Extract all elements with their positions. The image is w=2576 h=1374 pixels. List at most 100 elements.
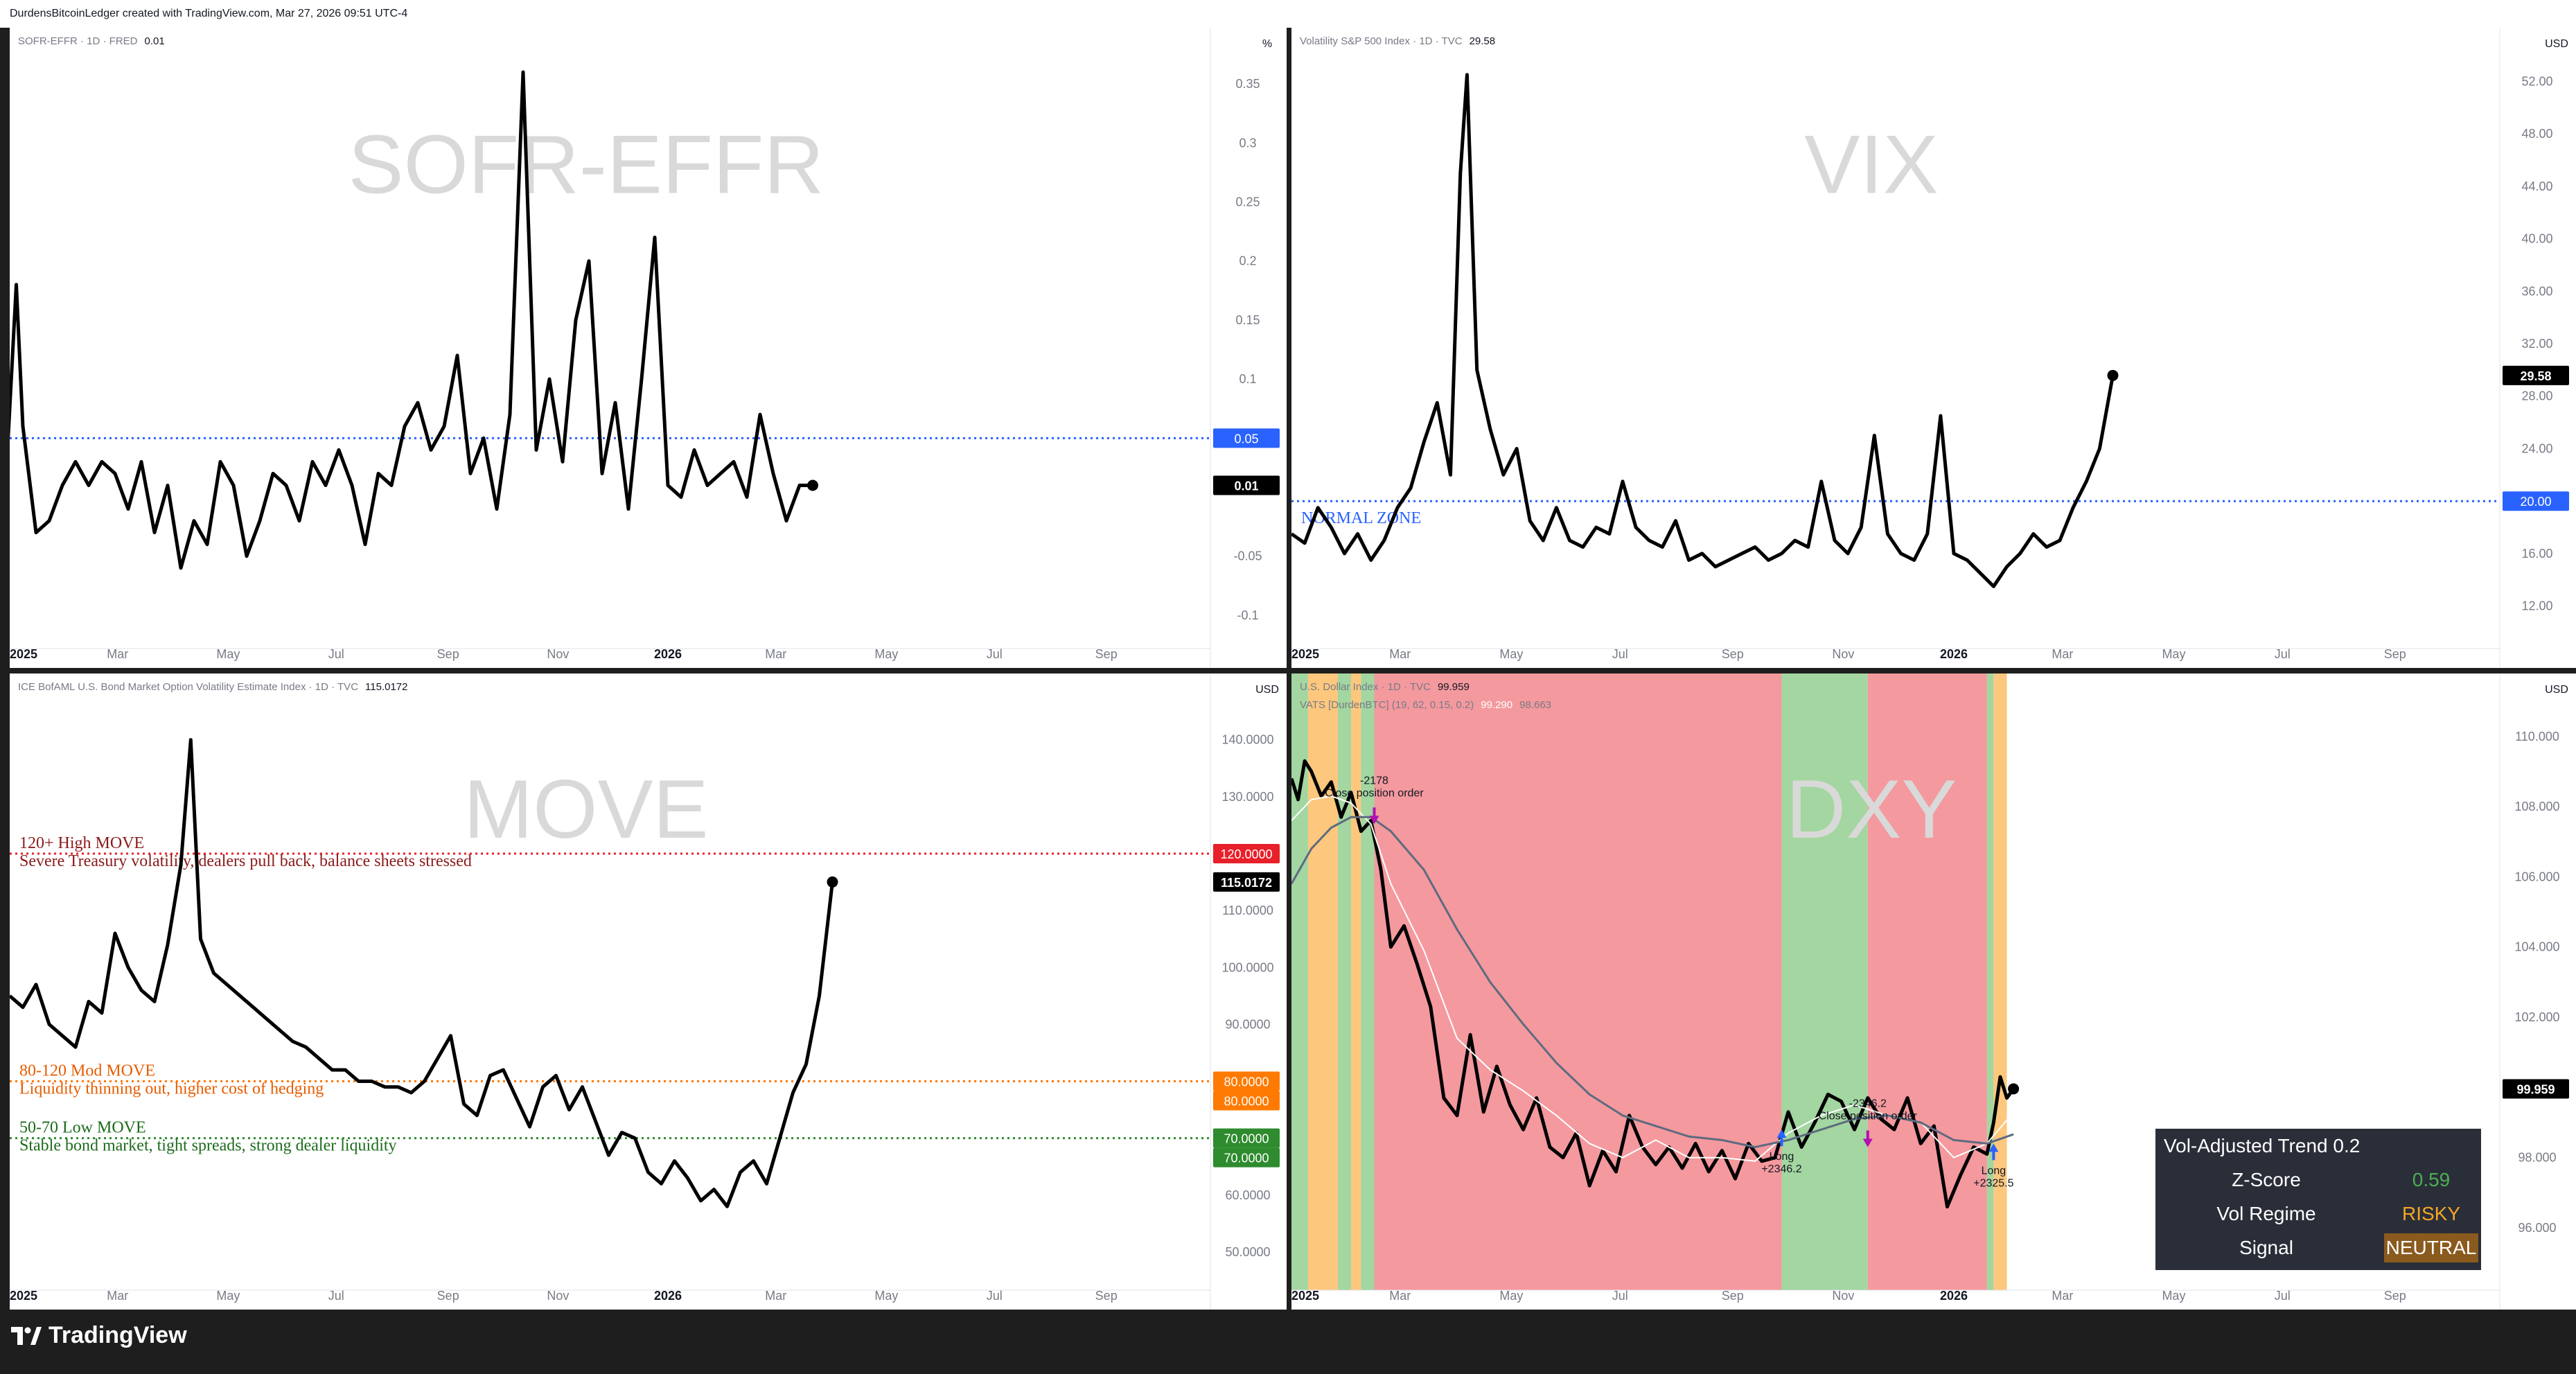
marker-amount: -2346.2 [1849, 1098, 1887, 1109]
price-series-line [10, 738, 834, 1208]
top-attribution-bar: DurdensBitcoinLedger created with Tradin… [0, 0, 2576, 28]
legend-value: 99.959 [1438, 681, 1470, 693]
level-price-tag-dup [1213, 1147, 1280, 1168]
marker-label: Close position order [1325, 787, 1424, 799]
y-tick-label: 24.00 [2521, 441, 2552, 455]
x-tick-label: Sep [1722, 1289, 1744, 1303]
x-tick-label: Sep [1722, 647, 1744, 661]
time-axis: 2025 Mar May Jul Sep Nov 2026 Mar May Jul Sep [1291, 1289, 2500, 1303]
table-row-value: NEUTRAL [2386, 1237, 2477, 1258]
y-tick-label: 102.000 [2514, 1010, 2559, 1024]
y-tick-label: 16.00 [2521, 547, 2552, 561]
sofr-effr-chart-pane[interactable]: SOFR-EFFR SOFR-EFFR · 1D · FRED 0.01% 0.35 0… [10, 28, 1287, 668]
regime-zone-green [1291, 673, 1308, 1290]
regime-zone-red [1374, 673, 1782, 1290]
marker-label: Long [1770, 1151, 1794, 1163]
regime-zone-green [1781, 673, 1868, 1290]
symbol-watermark: MOVE [464, 763, 708, 856]
symbol-watermark: DXY [1786, 763, 1957, 856]
table-row-value: 0.59 [2412, 1169, 2451, 1190]
x-tick-label: 2026 [654, 647, 682, 661]
x-tick-label: Mar [1389, 1289, 1411, 1303]
x-tick-label: Mar [765, 647, 786, 661]
regime-zone-orange [1993, 673, 2007, 1290]
x-tick-label: May [216, 1289, 240, 1303]
y-tick-label: -0.1 [1237, 608, 1258, 622]
chart-legend: Volatility S&P 500 Index · 1D · TVC 29.58 [1300, 35, 1495, 47]
level-price-label: 20.00 [2520, 495, 2551, 509]
legend-title: ICE BofAML U.S. Bond Market Option Volat… [18, 681, 358, 693]
level-price-tag [1213, 1071, 1280, 1091]
y-tick-label: 106.000 [2514, 870, 2559, 883]
x-tick-label: May [1499, 1289, 1523, 1303]
y-tick-label: 110.000 [2515, 730, 2559, 743]
legend-value: 29.58 [1470, 35, 1496, 47]
x-tick-label: Nov [1832, 647, 1854, 661]
level-description: Severe Treasury volatility, dealers pull… [19, 852, 472, 870]
x-tick-label: Mar [107, 1289, 128, 1303]
tradingview-logo[interactable]: TradingView [11, 1322, 187, 1349]
move-chart-svg[interactable]: MOVE ICE BofAML U.S. Bond Market Option V… [10, 673, 1287, 1310]
x-tick-label: 2025 [10, 1289, 37, 1303]
symbol-watermark: VIX [1804, 118, 1938, 211]
y-tick-label: 0.15 [1235, 313, 1260, 327]
table-row-label: Z-Score [2232, 1169, 2301, 1190]
price-axis: USD 110.000 108.000 106.000 104.000 102.000 98… [2499, 673, 2568, 1310]
legend-title: SOFR-EFFR · 1D · FRED [18, 35, 138, 47]
level-price-label: 0.05 [1234, 432, 1258, 446]
regime-zone-green [1986, 673, 1994, 1290]
level-price-tag-dup [1213, 1091, 1280, 1111]
level-line-0: 0.05 [10, 428, 1280, 448]
indicator-value-slow: 98.663 [1519, 699, 1551, 711]
y-tick-label: 0.35 [1235, 77, 1260, 91]
y-tick-label: 12.00 [2521, 599, 2552, 613]
marker-amount: -2178 [1360, 775, 1388, 786]
x-tick-label: Sep [1095, 1289, 1118, 1303]
table-row-label: Signal [2239, 1237, 2293, 1258]
chart-legend: ICE BofAML U.S. Bond Market Option Volat… [18, 681, 407, 693]
level-price-label: 70.0000 [1224, 1132, 1269, 1146]
vix-chart-pane[interactable]: VIX Volatility S&P 500 Index · 1D · TVC 29… [1291, 28, 2576, 668]
close-arrow-icon [1369, 807, 1379, 825]
legend-title: U.S. Dollar Index · 1D · TVC [1300, 681, 1431, 693]
level-price-tag [1213, 428, 1280, 448]
marker-label: Long [1982, 1165, 2006, 1177]
regime-zone-orange [1307, 673, 1338, 1290]
price-series-line [1291, 73, 2115, 588]
level-description: Liquidity thinning out, higher cost of h… [19, 1080, 324, 1098]
dxy-chart-svg[interactable]: DXY U.S. Dollar Index · 1D · TVC 99.959 VAT… [1291, 673, 2576, 1310]
last-price-label: 115.0172 [1221, 876, 1272, 890]
tradingview-brand-text: TradingView [48, 1322, 187, 1348]
tradingview-logo-icon [11, 1326, 42, 1345]
sofr-chart-svg[interactable]: SOFR-EFFR SOFR-EFFR · 1D · FRED 0.01 % 0.35 0… [10, 28, 1287, 668]
x-tick-label: 2025 [1291, 647, 1319, 661]
footer-bar: TradingView [0, 1310, 2576, 1374]
y-tick-label: 0.25 [1235, 195, 1260, 209]
price-axis: USD 140.0000 130.0000 110.0000 100.0000 90.00… [1210, 673, 1279, 1310]
x-tick-label: Jul [987, 1289, 1003, 1303]
dxy-chart-pane[interactable]: DXY U.S. Dollar Index · 1D · TVC 99.959 VAT… [1291, 673, 2576, 1310]
y-tick-label: 90.0000 [1225, 1017, 1270, 1031]
currency-label: USD [2545, 684, 2568, 696]
level-price-label-dup: 70.0000 [1224, 1152, 1269, 1165]
last-price-label: 99.959 [2516, 1082, 2555, 1096]
indicator-value-fast: 99.290 [1481, 699, 1512, 711]
y-tick-label: 0.1 [1239, 372, 1256, 386]
y-tick-label: 44.00 [2521, 179, 2552, 193]
time-axis: 2025 Mar May Jul Sep Nov 2026 Mar May Jul Sep [10, 647, 1210, 661]
x-tick-label: Mar [765, 1289, 786, 1303]
x-tick-label: May [874, 647, 898, 661]
marker-label: Close position order [1819, 1110, 1918, 1122]
level-price-label: 80.0000 [1224, 1075, 1269, 1089]
last-price-dot [807, 479, 818, 491]
legend-value: 115.0172 [365, 681, 407, 693]
y-tick-label: 110.0000 [1222, 904, 1273, 917]
x-tick-label: Mar [107, 647, 128, 661]
move-chart-pane[interactable]: MOVE ICE BofAML U.S. Bond Market Option V… [10, 673, 1287, 1310]
vix-chart-svg[interactable]: VIX Volatility S&P 500 Index · 1D · TVC 29… [1291, 28, 2576, 668]
last-price-tag [2503, 365, 2569, 385]
currency-label: % [1262, 38, 1272, 50]
x-tick-label: May [2162, 647, 2185, 661]
